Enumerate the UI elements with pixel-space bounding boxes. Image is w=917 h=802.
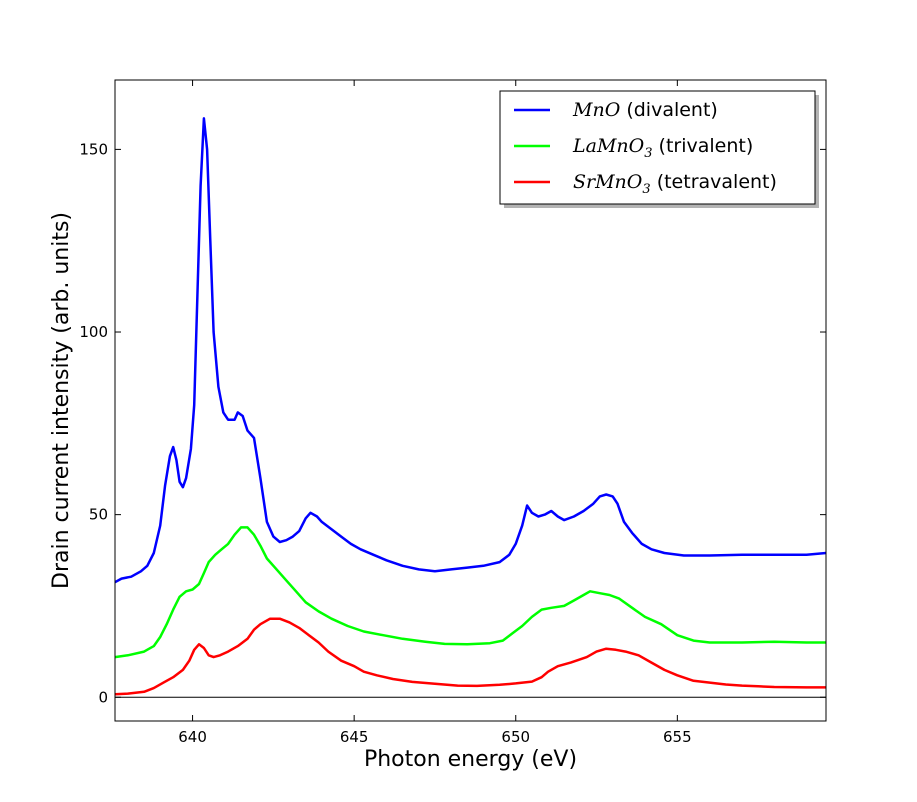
plot-frame bbox=[114, 79, 827, 722]
series-line-3 bbox=[114, 617, 826, 696]
legend: MnO (divalent) LaMnO3 (trivalent) SrMnO3 (… bbox=[499, 90, 819, 208]
y-tick-label: 0 bbox=[98, 688, 108, 706]
x-tick-label: 640 bbox=[178, 728, 207, 746]
series-line-2 bbox=[114, 526, 826, 659]
y-axis-label: Drain current intensity (arb. units) bbox=[49, 212, 74, 589]
x-tick-label: 655 bbox=[663, 728, 692, 746]
y-tick-label: 50 bbox=[89, 506, 108, 524]
legend-label-2: LaMnO3 (trivalent) bbox=[572, 135, 753, 161]
legend-label-3: SrMnO3 (tetravalent) bbox=[573, 171, 777, 197]
series-line-1 bbox=[114, 117, 827, 584]
legend-label-1: MnO (divalent) bbox=[572, 99, 718, 121]
x-tick-label: 650 bbox=[501, 728, 530, 746]
x-tick-label: 645 bbox=[340, 728, 369, 746]
y-tick-label: 100 bbox=[79, 323, 108, 341]
legend-box bbox=[499, 90, 816, 205]
x-axis-label: Photon energy (eV) bbox=[364, 747, 577, 772]
y-tick-label: 150 bbox=[79, 140, 108, 158]
